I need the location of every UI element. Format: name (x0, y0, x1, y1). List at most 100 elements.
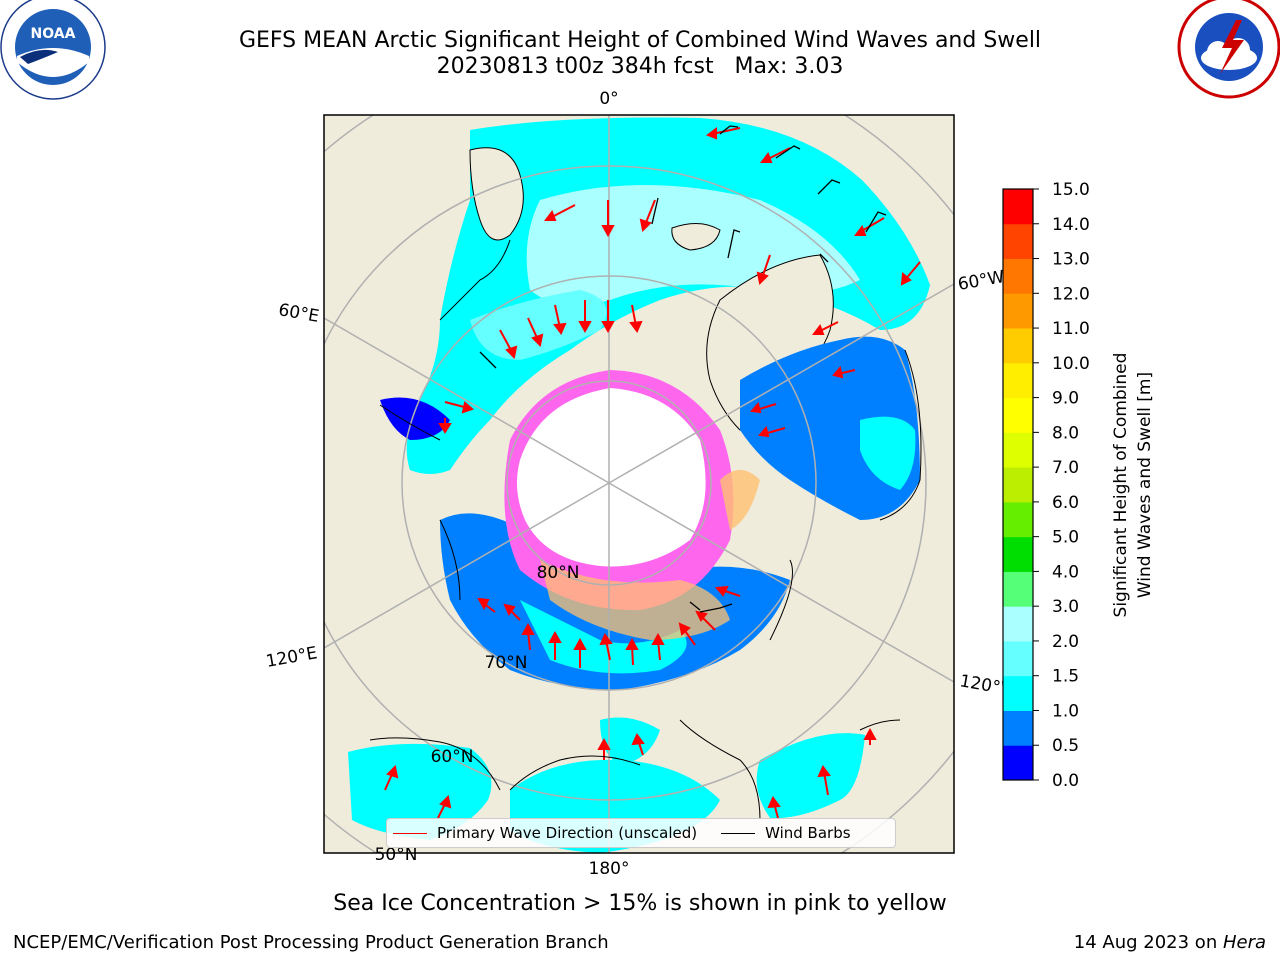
wave-arrow (503, 603, 521, 621)
wave-arrow (695, 610, 716, 631)
wave-arrow (854, 217, 885, 236)
colorbar-segment (1003, 571, 1033, 607)
colorbar-tick-label: 2.0 (1052, 632, 1079, 652)
wave-direction-arrows (384, 127, 921, 819)
wave-arrow (553, 304, 567, 335)
colorbar-label-line2: Wind Waves and Swell [m] (1135, 372, 1155, 598)
wave-arrow (705, 127, 741, 140)
wave-arrow (527, 317, 544, 348)
sea-ice-archipelago (720, 470, 760, 530)
colorbar-tick-label: 5.0 (1052, 528, 1079, 548)
colorbar-segment (1003, 432, 1033, 468)
wave-arrow (812, 321, 839, 335)
lon-label-60e: 60°E (277, 300, 321, 327)
wave-arrow (631, 733, 645, 756)
wind-barb (479, 351, 497, 369)
wind-barb (699, 603, 733, 613)
lat-label-70n: 70°N (485, 653, 528, 673)
wave-arrow (629, 304, 643, 333)
colorbar-segment (1003, 536, 1033, 572)
colorbar-segment (1003, 258, 1033, 294)
wave-arrow (678, 622, 696, 646)
meridians (324, 115, 954, 853)
wind-barb (719, 125, 739, 135)
wave-arrow (639, 199, 656, 233)
footer-credit: NCEP/EMC/Verification Post Processing Pr… (13, 932, 609, 953)
colorbar-segment (1003, 223, 1033, 260)
colorbar-label-line1: Significant Height of Combined (1111, 353, 1131, 618)
colorbar-tick-label: 7.0 (1052, 458, 1079, 478)
colorbar-segment (1003, 397, 1033, 433)
wave-arrow (625, 637, 639, 666)
legend-label-wave-direction: Primary Wave Direction (unscaled) (437, 824, 698, 842)
bering-sea (348, 743, 492, 840)
map-frame (323, 114, 955, 854)
colorbar-segment (1003, 293, 1033, 329)
lon-label-60w: 60°W (956, 267, 1006, 295)
colorbar-segment (1003, 362, 1033, 399)
wave-arrow (384, 764, 399, 791)
wave-arrow (438, 418, 452, 434)
footer-date: 14 Aug 2023 on Hera (1074, 932, 1266, 953)
nws-logo (1177, 0, 1280, 99)
wave-arrow (578, 300, 592, 334)
footer-date-text: 14 Aug 2023 on (1073, 932, 1223, 953)
map-panel (324, 115, 954, 853)
wind-barb (727, 229, 741, 259)
legend-swatch-black-line (721, 832, 756, 834)
wind-barbs (479, 125, 887, 613)
polar-cap-nodata (516, 388, 706, 567)
colorbar-segment (1003, 189, 1033, 225)
colorbar-segment (1003, 606, 1033, 642)
sea-ice-caption: Sea Ice Concentration > 15% is shown in … (333, 891, 947, 916)
colorbar-tick-label: 1.0 (1052, 701, 1079, 721)
wave-arrow (760, 147, 791, 163)
chart-subtitle: 20230813 t00z 384h fcst Max: 3.03 (436, 54, 844, 79)
wind-barb (775, 145, 801, 159)
colorbar-tick-label: 15.0 (1052, 180, 1090, 200)
scandinavia (469, 147, 524, 241)
wave-arrow (601, 300, 615, 334)
wave-arrow (756, 254, 771, 286)
colorbar-tick-label: 0.5 (1052, 736, 1079, 756)
wave-arrow (548, 630, 562, 660)
gulf-of-alaska (756, 733, 865, 819)
hudson-bay (860, 416, 916, 490)
lon-label-180: 180° (589, 859, 630, 879)
legend-item-wind-barbs: Wind Barbs (721, 824, 851, 842)
wind-barb (819, 253, 829, 263)
lat-label-60n: 60°N (431, 747, 474, 767)
colorbar-segment (1003, 710, 1033, 746)
wave-arrow (758, 425, 786, 438)
wave-arrow (651, 632, 665, 661)
colorbar-tick-label: 8.0 (1052, 423, 1079, 443)
wave-arrow (437, 794, 452, 819)
colorbar-segment (1003, 328, 1033, 364)
wind-barb (865, 211, 887, 233)
colorbar-tick-label: 0.0 (1052, 771, 1079, 791)
wave-arrow (714, 585, 741, 597)
coastlines (369, 239, 922, 821)
legend-label-wind-barbs: Wind Barbs (765, 824, 851, 842)
wave-arrow (900, 261, 921, 286)
wind-barb (651, 197, 659, 225)
kara-sea-coast (380, 397, 450, 440)
wave-arrow (444, 401, 474, 414)
wind-barb (689, 601, 701, 611)
east-siberian-sea (520, 600, 687, 674)
wave-arrow (544, 204, 576, 221)
colorbar-tick-label: 3.0 (1052, 597, 1079, 617)
noaa-logo: NOAA (0, 0, 106, 100)
colorbar-frame (1002, 188, 1034, 781)
wave-arrow (750, 401, 777, 414)
legend-swatch-red-line (393, 832, 427, 834)
colorbar-segment (1003, 467, 1033, 503)
sea-ice-yellow (540, 560, 730, 640)
wave-arrow (597, 737, 611, 760)
colorbar-tick-label: 9.0 (1052, 389, 1079, 409)
colorbar-tick-label: 10.0 (1052, 354, 1090, 374)
colorbar-tick-label: 1.5 (1052, 667, 1079, 687)
wave-arrow (573, 637, 587, 668)
wind-barb (817, 179, 841, 195)
